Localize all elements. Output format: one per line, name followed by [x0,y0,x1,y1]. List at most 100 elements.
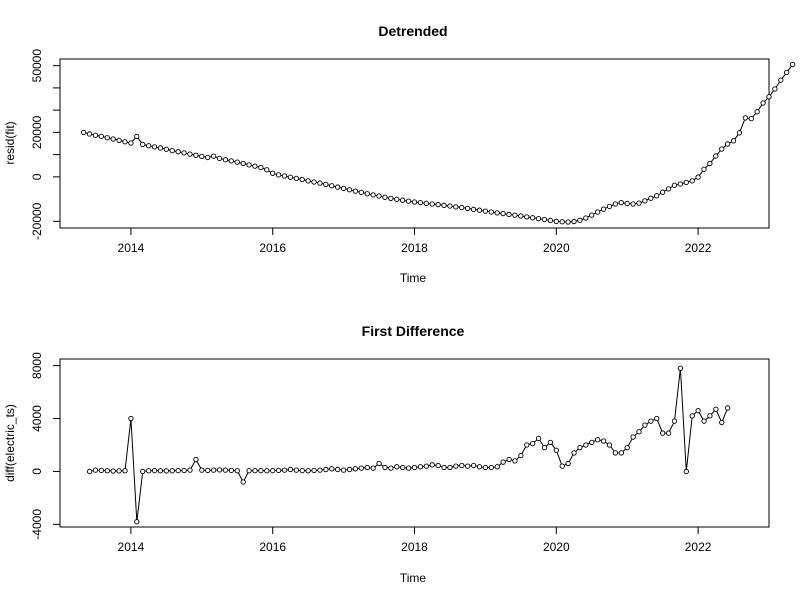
first-difference-data-point [340,467,347,473]
first-difference-data-point [405,465,412,471]
first-difference-data-point [553,447,559,453]
detrended-data-point [228,158,234,164]
first-difference-data-point [151,467,158,474]
first-difference-title: First Difference [362,323,465,339]
first-difference-x-tick-label: 2020 [543,540,570,554]
detrended-data-point [246,162,252,168]
detrended-data-point [730,138,737,144]
first-difference-data-point [701,418,707,424]
first-difference-data-point [388,465,394,471]
first-difference-data-point [228,467,235,474]
first-difference-data-point [719,419,725,426]
detrended-data-point [618,199,624,206]
detrended-data-point [429,201,435,207]
detrended-data-point [151,144,158,150]
detrended-data-point [270,170,276,176]
detrended-data-point [258,164,264,171]
first-difference-y-tick-label: -4000 [30,509,44,540]
first-difference-data-point [583,442,589,448]
detrended-data-point [382,194,388,200]
first-difference-data-point [400,464,406,471]
first-difference-data-point [500,459,506,465]
detrended-data-point [695,174,701,180]
first-difference-series [86,365,731,525]
first-difference-data-point [358,465,364,471]
first-difference-data-point [465,463,471,469]
detrended-data-point [405,198,412,204]
first-difference-data-point [187,467,193,473]
detrended-data-point [606,203,613,210]
first-difference-data-point [116,468,122,474]
first-difference-data-point [281,467,288,473]
detrended-data-point [323,181,329,188]
first-difference-data-point [654,415,660,422]
detrended-data-point [594,209,601,215]
detrended-data-point [553,218,559,224]
first-difference-x-tick-label: 2022 [685,540,712,554]
detrended-data-point [394,196,400,202]
detrended-data-point [193,152,199,158]
first-difference-data-point [335,466,341,473]
first-difference-data-point [199,467,205,473]
detrended-data-point [346,187,353,193]
first-difference-data-point [134,519,140,525]
first-difference-data-point [376,460,382,467]
detrended-data-point [358,189,364,196]
detrended-data-point [400,197,406,203]
detrended-data-point [205,154,211,161]
detrended-data-point [648,195,654,201]
detrended-data-point [275,172,282,178]
detrended-data-point [264,167,270,173]
detrended-data-point [157,145,164,151]
detrended-y-ticks: -20000 0 20000 50000 [30,49,60,240]
first-difference-panel: First Difference Time diff(electric_ts) … [3,323,770,585]
first-difference-y-tick-label: 8000 [30,352,44,379]
detrended-data-point [145,143,152,149]
detrended-data-point [234,159,240,165]
first-difference-data-point [725,405,731,411]
first-difference-data-point [329,466,335,472]
detrended-data-point [724,141,731,147]
detrended-x-tick-label: 2014 [118,241,145,255]
first-difference-data-point [547,439,554,445]
first-difference-data-point [394,464,400,470]
first-difference-data-point [140,468,146,475]
detrended-data-point [707,160,713,167]
detrended-data-point [624,200,630,207]
detrended-data-point [435,201,441,208]
detrended-x-tick-label: 2016 [259,241,286,255]
detrended-data-point [482,208,489,214]
first-difference-data-point [364,464,370,471]
detrended-title: Detrended [378,23,447,39]
detrended-data-point [713,153,719,159]
detrended-data-point [535,216,542,222]
first-difference-data-point [305,468,311,474]
detrended-data-point [677,181,683,187]
detrended-data-point [719,146,725,152]
first-difference-data-point [618,450,624,456]
first-difference-data-point [535,435,542,442]
detrended-data-point [529,215,536,221]
detrended-data-point [423,200,429,206]
detrended-data-point [216,155,223,162]
detrended-data-point [169,147,175,154]
detrended-data-point [748,115,754,122]
detrended-data-point [305,178,311,184]
first-difference-data-point [459,462,465,469]
first-difference-data-point [589,439,595,445]
first-difference-data-point [382,464,388,471]
detrended-data-point [559,219,565,225]
detrended-data-point [512,212,518,218]
detrended-data-point [464,205,471,212]
first-difference-data-point [541,444,548,451]
first-difference-data-point [270,467,276,474]
first-difference-y-tick-label: 0 [30,468,44,475]
detrended-x-tick-label: 2022 [685,241,712,255]
detrended-data-point [778,77,784,83]
detrended-data-point [299,176,305,183]
detrended-y-tick-label: 20000 [30,115,44,149]
detrended-data-point [571,218,577,225]
first-difference-data-point [707,413,713,419]
detrended-data-point [766,94,772,100]
detrended-data-point [317,180,323,186]
